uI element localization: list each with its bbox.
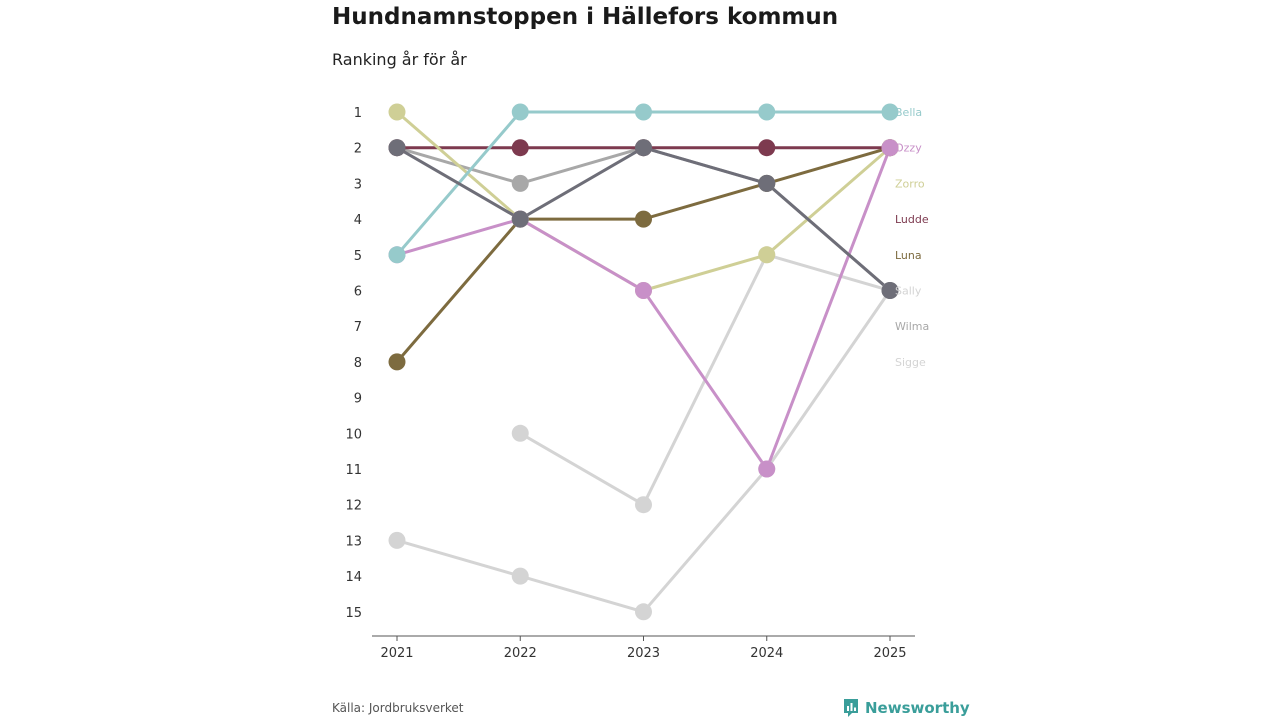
end-label-zorro: Zorro — [895, 177, 925, 190]
data-point-sally — [388, 139, 406, 157]
data-point-sally — [635, 139, 652, 157]
data-point-ozzy — [881, 139, 899, 157]
brand-logo: Newsworthy — [842, 698, 970, 718]
data-point-ludde — [511, 139, 529, 157]
data-point-bella — [388, 246, 406, 264]
brand-name: Newsworthy — [865, 699, 970, 717]
y-tick-label: 8 — [354, 356, 362, 371]
end-label-bella: Bella — [895, 106, 922, 119]
x-tick-label: 2021 — [380, 646, 413, 661]
series-points — [388, 103, 899, 621]
series-line-luna — [395, 146, 892, 364]
x-tick-label: 2025 — [873, 646, 906, 661]
end-label-ozzy: Ozzy — [895, 142, 922, 155]
end-labels: Bella Ozzy Zorro Ludde Luna Sally Wilma Sigge — [895, 106, 929, 369]
data-point-zorro — [758, 246, 776, 264]
data-point-luna — [388, 353, 406, 371]
y-tick-label: 4 — [354, 213, 362, 228]
series-line-ozzy — [395, 146, 892, 471]
data-point-sally — [511, 210, 529, 228]
data-point-bella — [635, 103, 652, 121]
series-line-zorro — [395, 110, 892, 292]
y-tick-label: 2 — [354, 142, 362, 157]
data-point-bella — [758, 103, 776, 121]
data-point-sally — [881, 282, 899, 299]
data-point-bella — [881, 103, 899, 121]
end-label-wilma: Wilma — [895, 320, 929, 333]
data-point-ozzy — [758, 460, 776, 478]
y-tick-label: 15 — [345, 606, 362, 621]
chart-subtitle: Ranking år för år — [332, 50, 467, 69]
y-tick-label: 9 — [354, 392, 362, 407]
data-point-wilma — [511, 174, 529, 192]
y-tick-label: 11 — [345, 463, 362, 478]
data-point-luna — [635, 210, 652, 228]
data-point-sigge — [511, 424, 529, 442]
source-note: Källa: Jordbruksverket — [332, 701, 464, 715]
newsworthy-logo-icon — [844, 699, 858, 717]
data-point-sally — [758, 174, 776, 192]
end-label-ludde: Ludde — [895, 213, 929, 226]
chart-title: Hundnamnstoppen i Hällefors kommun — [332, 4, 839, 30]
x-tick-label: 2023 — [627, 646, 660, 661]
data-point-sigge — [635, 603, 652, 621]
series-lines — [395, 110, 892, 614]
y-tick-label: 1 — [354, 106, 362, 121]
y-tick-label: 10 — [345, 427, 362, 442]
end-label-luna: Luna — [895, 249, 922, 262]
data-point-bella — [511, 103, 529, 121]
x-tick-label: 2024 — [750, 646, 783, 661]
y-tick-label: 5 — [354, 249, 362, 264]
data-point-sigge — [635, 496, 652, 514]
y-tick-label: 6 — [354, 285, 362, 300]
data-point-zorro — [388, 103, 406, 121]
end-label-sally: Sally — [895, 285, 922, 298]
y-tick-label: 12 — [345, 499, 362, 514]
y-tick-label: 7 — [354, 320, 362, 335]
data-point-ludde — [758, 139, 776, 157]
x-axis: 2021 2022 2023 2024 2025 — [372, 635, 915, 661]
data-point-sigge — [511, 567, 529, 585]
data-point-sigge — [388, 531, 406, 549]
y-tick-label: 3 — [354, 177, 362, 192]
y-tick-label: 14 — [345, 570, 362, 585]
end-label-sigge: Sigge — [895, 356, 926, 369]
y-tick-label: 13 — [345, 534, 362, 549]
data-point-ozzy — [635, 282, 652, 299]
x-tick-label: 2022 — [504, 646, 537, 661]
